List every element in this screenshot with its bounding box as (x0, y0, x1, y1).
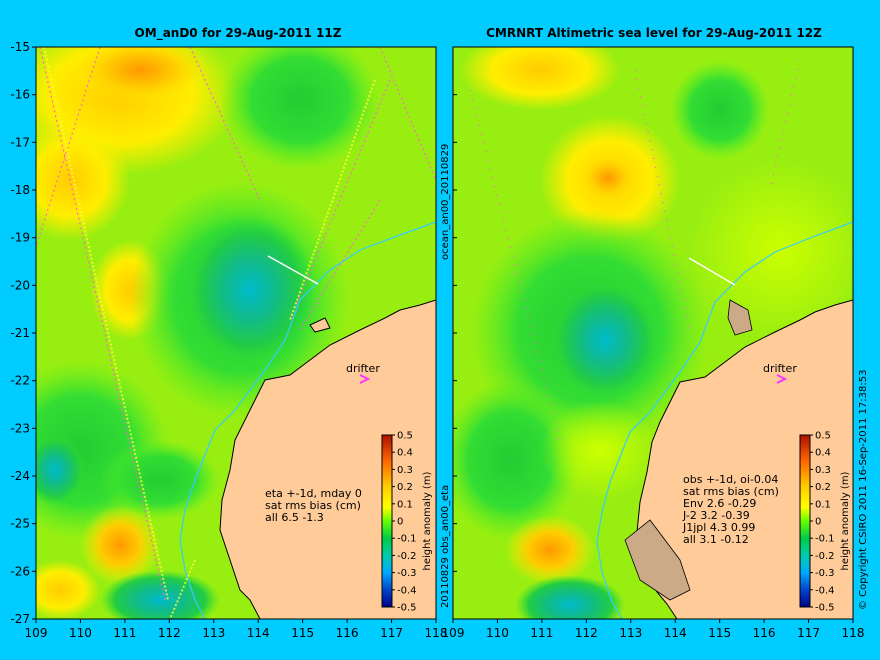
colorbar-tick-label: 0.3 (397, 465, 413, 476)
copyright-label: © Copyright CSIRO 2011 16-Sep-2011 17:38… (858, 369, 869, 610)
x-tick-label: 110 (69, 626, 92, 640)
colorbar-label: height anomaly (m) (422, 471, 433, 570)
stats-line: J-2 3.2 -0.39 (682, 509, 750, 522)
y-tick-label: -23 (10, 421, 30, 435)
left-map-panel (36, 47, 436, 619)
colorbar-tick-label: 0.2 (397, 482, 413, 493)
colorbar-tick-label: -0.5 (815, 603, 835, 614)
left-chart-title: OM_anD0 for 29-Aug-2011 11Z (134, 26, 342, 40)
y-tick-label: -19 (10, 231, 30, 245)
y-tick-label: -20 (10, 278, 30, 292)
y-tick-label: -26 (10, 564, 30, 578)
x-tick-label: 112 (158, 626, 181, 640)
drifter-arrow-icon (776, 374, 788, 384)
stats-line: obs +-1d, oi-0.04 (683, 473, 778, 486)
left-side-label-top: ocean_an00_20110829 (440, 143, 451, 260)
colorbar-tick-label: 0.5 (397, 431, 413, 442)
x-tick-label: 113 (202, 626, 225, 640)
y-tick-label: -18 (10, 183, 30, 197)
right-chart-title: CMRNRT Altimetric sea level for 29-Aug-2… (486, 26, 822, 40)
colorbar-tick-label: -0.3 (397, 568, 417, 579)
colorbar-tick-label: -0.4 (815, 585, 835, 596)
colorbar-tick-label: 0.4 (397, 448, 413, 459)
x-tick-label: 109 (442, 626, 465, 640)
colorbar-tick-label: 0.4 (815, 448, 831, 459)
x-tick-label: 116 (753, 626, 776, 640)
y-tick-label: -15 (10, 40, 30, 54)
colorbar-tick-label: -0.2 (397, 551, 417, 562)
colorbar-tick-label: 0.1 (397, 499, 413, 510)
left-side-label-bottom: 20110829 obs_an00_eta (440, 484, 451, 608)
x-tick-label: 115 (708, 626, 731, 640)
drifter-arrow-icon (359, 374, 371, 384)
stats-line: sat rms bias (cm) (683, 485, 779, 498)
y-tick-label: -27 (10, 612, 30, 626)
colorbar-tick-label: 0.3 (815, 465, 831, 476)
x-tick-label: 114 (664, 626, 687, 640)
y-tick-label: -25 (10, 517, 30, 531)
colorbar-tick-label: 0.1 (815, 499, 831, 510)
y-tick-label: -16 (10, 88, 30, 102)
x-tick-label: 109 (25, 626, 48, 640)
x-tick-label: 117 (380, 626, 403, 640)
y-tick-label: -17 (10, 135, 30, 149)
x-tick-label: 111 (530, 626, 553, 640)
stats-line: all 3.1 -0.12 (683, 533, 749, 546)
colorbar (381, 434, 393, 608)
x-tick-label: 117 (797, 626, 820, 640)
drifter-label: drifter (346, 362, 380, 375)
x-tick-label: 114 (247, 626, 270, 640)
colorbar-tick-label: -0.4 (397, 585, 417, 596)
stats-line: eta +-1d, mday 0 (265, 487, 362, 500)
right-map-panel (453, 47, 853, 619)
y-tick-label: -24 (10, 469, 30, 483)
x-tick-label: 112 (575, 626, 598, 640)
stats-line: J1jpl 4.3 0.99 (682, 521, 755, 534)
colorbar-tick-label: 0 (815, 517, 821, 528)
x-tick-label: 113 (619, 626, 642, 640)
colorbar (799, 434, 811, 608)
x-tick-label: 110 (486, 626, 509, 640)
y-tick-label: -22 (10, 374, 30, 388)
colorbar-tick-label: 0.2 (815, 482, 831, 493)
colorbar-label: height anomaly (m) (840, 471, 851, 570)
stats-line: sat rms bias (cm) (265, 499, 361, 512)
colorbar-tick-label: 0.5 (815, 431, 831, 442)
colorbar-tick-label: -0.3 (815, 568, 835, 579)
x-tick-label: 116 (336, 626, 359, 640)
x-tick-label: 118 (842, 626, 865, 640)
y-tick-label: -21 (10, 326, 30, 340)
x-tick-label: 118 (425, 626, 448, 640)
x-tick-label: 115 (291, 626, 314, 640)
x-tick-label: 111 (113, 626, 136, 640)
colorbar-tick-label: 0 (397, 517, 403, 528)
stats-line: Env 2.6 -0.29 (683, 497, 756, 510)
colorbar-tick-label: -0.5 (397, 603, 417, 614)
colorbar-tick-label: -0.2 (815, 551, 835, 562)
colorbar-tick-label: -0.1 (815, 534, 835, 545)
stats-line: all 6.5 -1.3 (265, 511, 324, 524)
colorbar-tick-label: -0.1 (397, 534, 417, 545)
drifter-label: drifter (763, 362, 797, 375)
